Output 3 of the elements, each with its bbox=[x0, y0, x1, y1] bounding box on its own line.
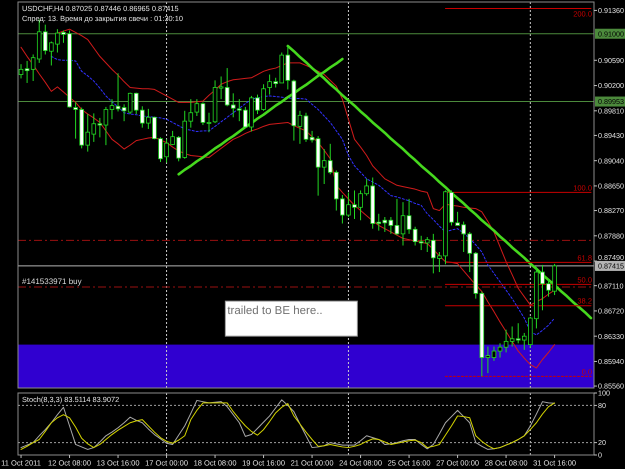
annotation: trailed to BE here.. bbox=[227, 305, 323, 318]
ref-line-label: #141533971 buy bbox=[22, 276, 82, 286]
line-series bbox=[20, 46, 556, 368]
